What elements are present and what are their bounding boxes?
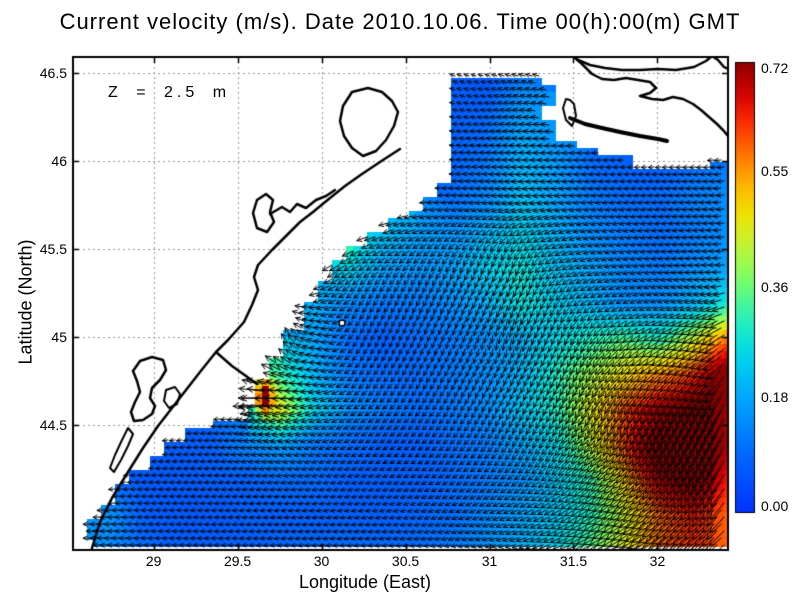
x-tick-label: 30.5 xyxy=(391,553,420,569)
y-axis-label: Latitude (North) xyxy=(15,239,36,365)
colorbar-tick-label: 0.36 xyxy=(761,279,789,295)
x-tick-label: 29 xyxy=(145,553,162,569)
y-tick-label: 45.5 xyxy=(39,240,67,257)
colorbar-tick-label: 0.72 xyxy=(761,60,789,76)
depth-annotation: Z = 2.5 m xyxy=(108,84,231,101)
colorbar-tick-label: 0.55 xyxy=(761,163,789,180)
y-tick-label: 44.5 xyxy=(39,416,67,433)
colorbar-tick-label: 0.00 xyxy=(761,498,789,514)
y-tick-label: 46 xyxy=(51,152,67,169)
y-tick-label: 46.5 xyxy=(39,64,67,81)
x-tick-label: 30 xyxy=(313,553,330,569)
y-tick-label: 45 xyxy=(51,328,67,345)
x-tick-label: 32 xyxy=(649,553,666,569)
x-axis-label: Longitude (East) xyxy=(298,572,432,592)
figure-title: Current velocity (m/s). Date 2010.10.06.… xyxy=(59,9,741,34)
x-tick-label: 29.5 xyxy=(223,553,252,569)
x-tick-label: 31.5 xyxy=(559,553,588,569)
colorbar-tick-label: 0.18 xyxy=(761,388,789,405)
x-tick-label: 31 xyxy=(481,553,498,569)
